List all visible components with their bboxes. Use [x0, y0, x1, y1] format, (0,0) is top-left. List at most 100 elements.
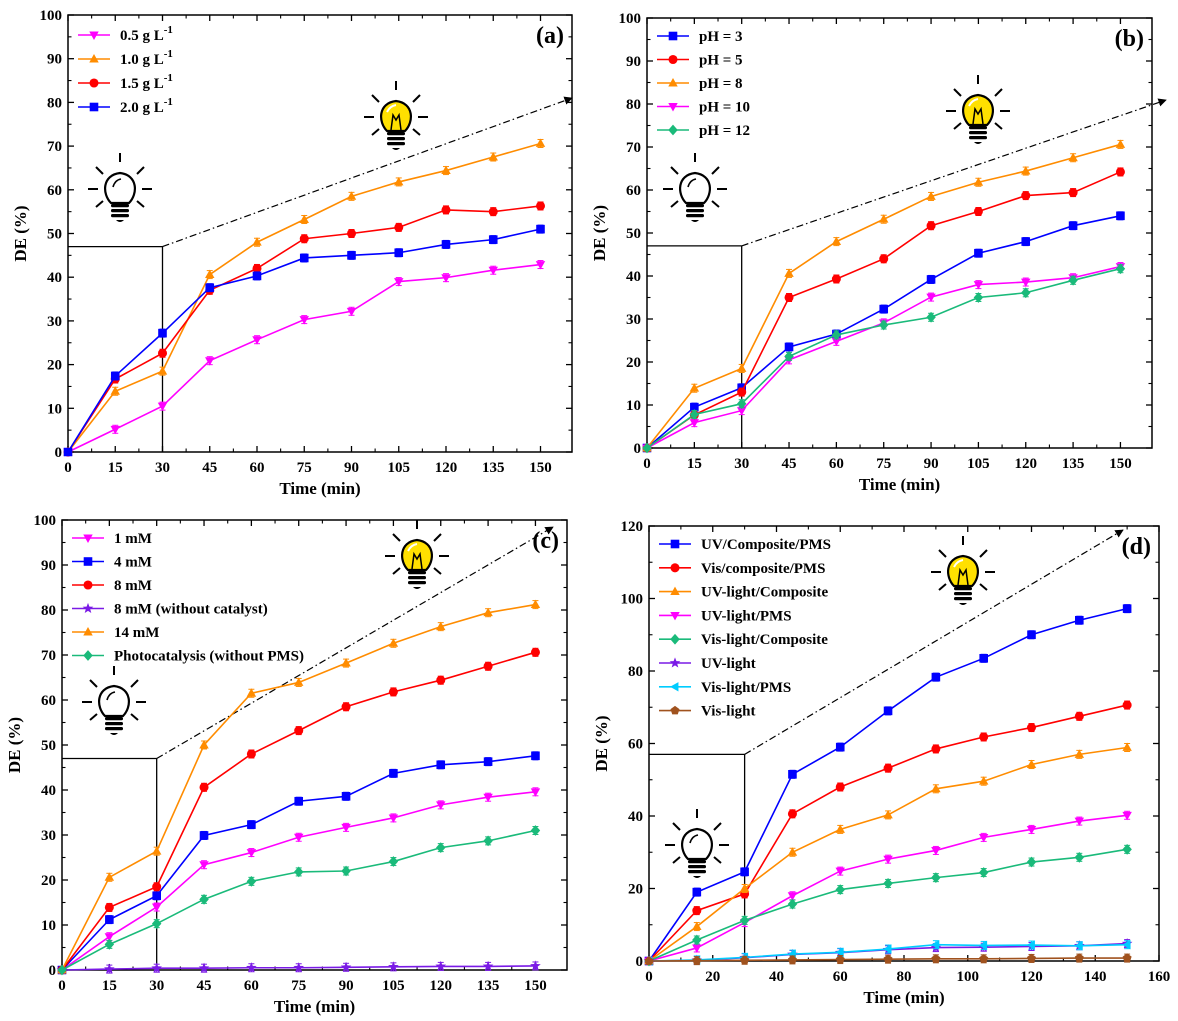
x-tick-label: 0	[58, 978, 66, 994]
light-bulb-off-icon	[663, 153, 727, 222]
legend-marker	[670, 586, 680, 596]
y-tick-label: 120	[621, 519, 644, 535]
data-point	[692, 906, 702, 916]
data-point	[931, 872, 941, 883]
bulb-base	[688, 865, 706, 869]
data-point	[835, 954, 845, 964]
data-point	[341, 702, 351, 712]
data-point	[787, 898, 798, 910]
data-point	[973, 206, 983, 217]
y-tick-label: 100	[34, 513, 57, 529]
data-point	[530, 825, 541, 836]
data-point	[1074, 711, 1084, 721]
data-point	[689, 419, 700, 428]
data-point	[530, 788, 541, 797]
data-point	[1122, 700, 1132, 710]
data-point	[104, 872, 115, 881]
series-ph-8	[642, 139, 1126, 452]
series-2-0-g-l	[63, 224, 545, 457]
bulb-ray	[371, 94, 380, 103]
data-point	[835, 742, 845, 752]
x-tick-label: 90	[924, 456, 939, 472]
data-point	[105, 915, 114, 924]
data-point	[835, 884, 845, 895]
data-point	[787, 847, 798, 856]
legend-marker	[670, 611, 680, 621]
data-point	[293, 833, 304, 843]
y-tick-label: 0	[55, 445, 63, 461]
data-point	[690, 402, 699, 412]
data-point	[293, 962, 305, 973]
data-point	[979, 732, 989, 742]
data-point	[1122, 953, 1132, 962]
data-point	[1074, 817, 1085, 827]
series-line	[648, 746, 1128, 962]
bulb-highlight	[687, 178, 697, 188]
data-point	[394, 248, 404, 258]
light-trend-arrow	[744, 529, 1124, 755]
data-point	[199, 740, 209, 749]
data-point	[1026, 940, 1035, 950]
y-tick-label: 100	[621, 592, 644, 608]
legend-marker	[83, 627, 93, 636]
series-8-mm-without-catalyst	[56, 960, 541, 975]
legend-marker	[668, 78, 678, 87]
data-point	[488, 235, 498, 244]
data-point	[436, 675, 446, 685]
data-point	[530, 960, 541, 971]
bulb-base	[954, 592, 972, 596]
bulb-base	[105, 717, 123, 721]
data-point	[1027, 630, 1036, 640]
data-point	[294, 796, 304, 806]
data-point	[835, 867, 845, 877]
data-point	[488, 152, 498, 161]
legend-marker	[89, 54, 99, 63]
panel-label: (b)	[1115, 26, 1144, 52]
data-point	[1026, 723, 1037, 733]
data-point	[642, 442, 652, 454]
y-tick-label: 100	[40, 8, 63, 24]
series-line	[648, 704, 1128, 962]
data-point	[110, 425, 120, 435]
legend-marker	[670, 563, 680, 573]
y-tick-label: 40	[628, 809, 643, 825]
x-tick-label: 15	[687, 456, 702, 472]
series-line	[67, 142, 541, 453]
legend: UV/Composite/PMS Vis/composite/PMS UV-ligh…	[659, 537, 831, 720]
data-point	[978, 867, 989, 878]
series-photocatalysis-without-pms	[57, 825, 541, 976]
x-tick-label: 40	[769, 969, 784, 985]
data-point	[530, 647, 540, 657]
x-tick-label: 140	[1084, 969, 1107, 985]
y-tick-label: 70	[41, 648, 56, 664]
data-point	[530, 599, 541, 609]
data-point	[787, 892, 798, 901]
y-axis-title: DE (%)	[5, 717, 24, 773]
data-point	[199, 861, 209, 870]
y-tick-label: 50	[626, 226, 641, 242]
data-point	[488, 266, 498, 276]
data-point	[441, 274, 451, 283]
data-point	[1074, 749, 1085, 758]
legend-label: 1 mM	[114, 531, 152, 547]
light-trend-arrow	[162, 96, 573, 248]
x-axis-title: Time (min)	[863, 988, 944, 1007]
legend-marker	[83, 650, 93, 661]
bulb-highlight	[689, 834, 699, 844]
x-tick-label: 45	[202, 460, 217, 476]
data-point	[831, 337, 842, 347]
data-point	[835, 947, 844, 958]
data-point	[739, 883, 750, 892]
data-point	[883, 944, 892, 954]
data-point	[436, 801, 446, 810]
data-point	[346, 228, 357, 239]
data-point	[346, 307, 357, 317]
data-point	[831, 236, 842, 246]
data-point	[205, 269, 215, 279]
legend-label: UV/Composite/PMS	[701, 537, 831, 553]
data-point	[346, 191, 357, 200]
data-point	[294, 726, 304, 736]
data-point	[692, 921, 702, 931]
x-tick-label: 120	[1020, 969, 1043, 985]
legend: 1 mM 4 mM 8 mM 8 mM (without catalyst) 14 mM…	[72, 531, 304, 665]
